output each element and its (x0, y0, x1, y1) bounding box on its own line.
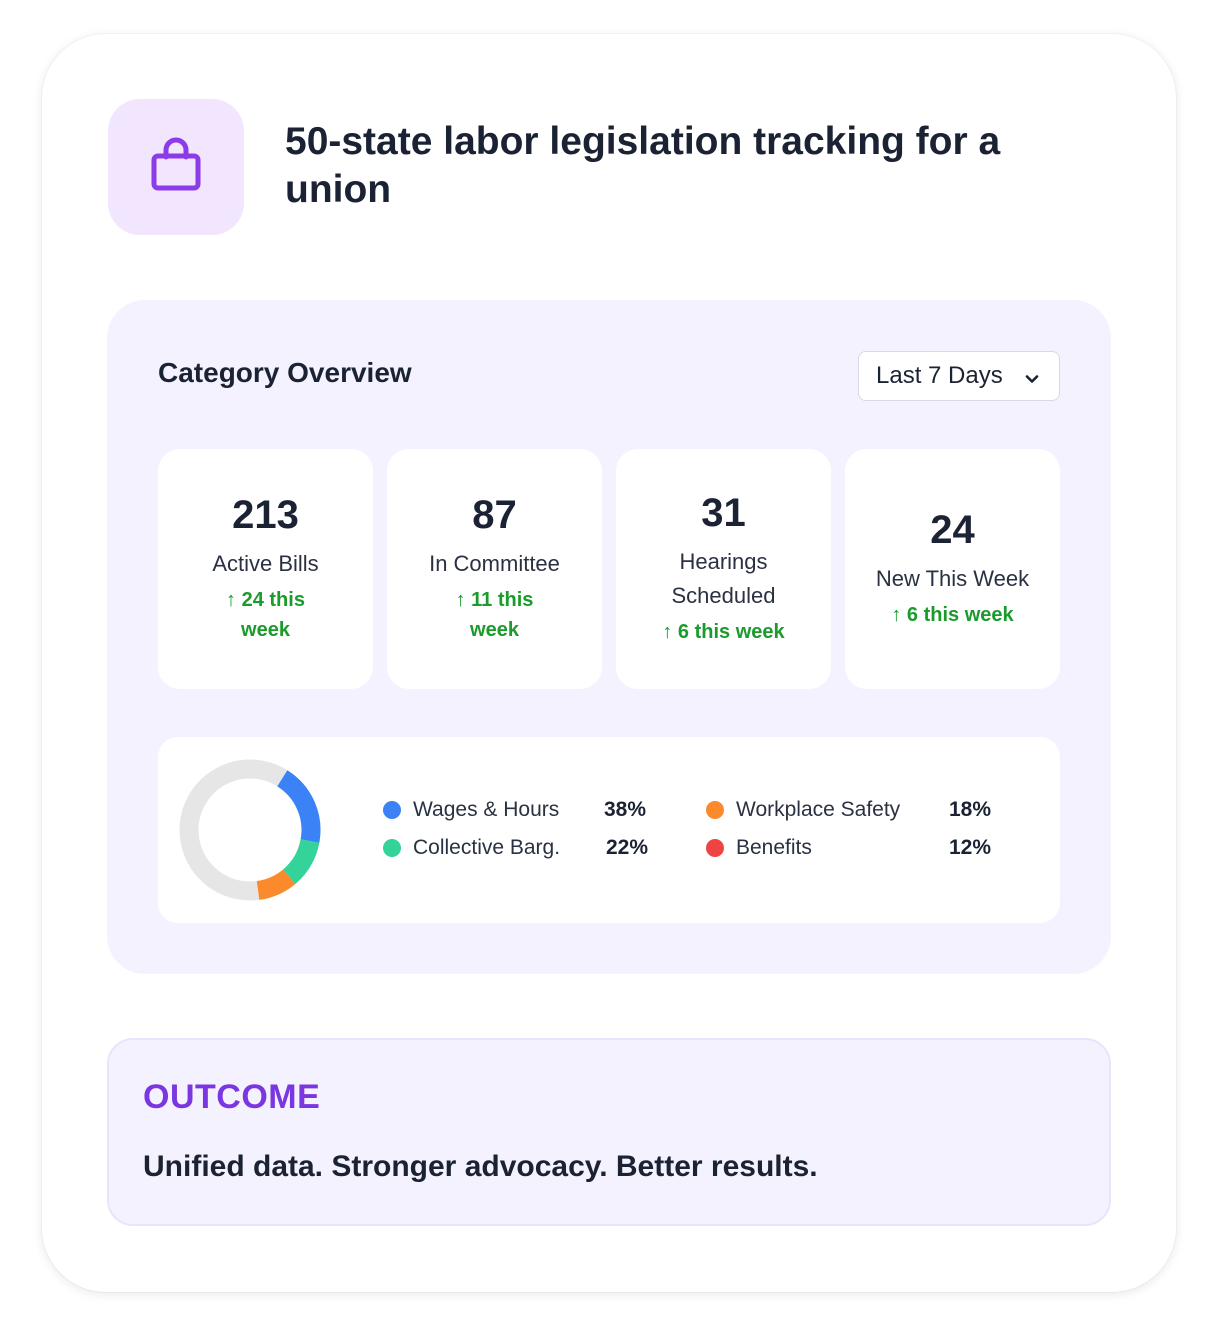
stat-value: 87 (472, 493, 517, 537)
legend-item-wages-hours: Wages & Hours (383, 795, 559, 825)
legend-dot (706, 801, 724, 819)
date-range-select[interactable]: Last 7 Days (858, 351, 1060, 401)
stat-change: ↑ 6 this week (888, 600, 1018, 630)
outcome-text: Unified data. Stronger advocacy. Better … (143, 1150, 818, 1183)
legend-item-benefits: Benefits (706, 833, 812, 863)
shopping-bag-icon (150, 137, 202, 198)
case-study-card: 50-state labor legislation tracking for … (42, 34, 1176, 1292)
legend-label: Workplace Safety (736, 798, 901, 821)
donut-segment-collective-barg (282, 838, 320, 885)
legend-percent: 12% (949, 836, 992, 859)
stat-change: ↑ 24 this week (201, 585, 331, 645)
stat-label: New This Week (875, 566, 1030, 591)
panel-title: Category Overview (158, 357, 412, 388)
legend-percent: 38% (604, 798, 647, 821)
legend-item-collective-barg: Collective Barg. (383, 833, 560, 863)
stat-label: Active Bills (212, 551, 319, 576)
stat-card-in-committee: 87 In Committee ↑ 11 this week (387, 449, 602, 689)
donut-segment-workplace-safety (256, 869, 296, 900)
legend-label: Benefits (736, 836, 812, 859)
stat-change-text: 24 this week (241, 589, 305, 641)
page-title: 50-state labor legislation tracking for … (285, 120, 1001, 211)
stat-value: 31 (701, 491, 746, 535)
stat-change-text: 11 this week (470, 589, 534, 641)
stat-card-hearings-scheduled: 31 Hearings Scheduled ↑ 6 this week (616, 449, 831, 689)
arrow-up-icon: ↑ (455, 589, 472, 611)
stat-change: ↑ 11 this week (430, 585, 560, 645)
arrow-up-icon: ↑ (226, 589, 242, 611)
donut-chart (179, 759, 321, 901)
stat-value: 24 (930, 508, 975, 552)
category-chart-card: Wages & Hours 38% Collective Barg. 22% W… (158, 737, 1060, 923)
legend-label: Collective Barg. (413, 836, 561, 859)
legend-label: Wages & Hours (413, 798, 560, 821)
arrow-up-icon: ↑ (891, 604, 907, 626)
stat-card-new-this-week: 24 New This Week ↑ 6 this week (845, 449, 1060, 689)
stat-change-text: 6 this week (677, 621, 785, 643)
stat-value: 213 (232, 493, 299, 537)
stat-label: Hearings Scheduled (671, 549, 776, 608)
stat-card-active-bills: 213 Active Bills ↑ 24 this week (158, 449, 373, 689)
legend-dot (383, 839, 401, 857)
legend-dot (706, 839, 724, 857)
legend-item-workplace-safety: Workplace Safety (706, 795, 900, 825)
legend-percent: 22% (606, 836, 649, 859)
icon-tile (108, 99, 244, 235)
stat-label: In Committee (429, 551, 560, 576)
legend-percent: 18% (949, 798, 992, 821)
category-overview-panel: Category Overview Last 7 Days 213 Active… (107, 300, 1111, 974)
date-range-value: Last 7 Days (876, 362, 1003, 389)
chevron-down-icon (1023, 367, 1041, 395)
donut-segment-wages-hours (276, 770, 321, 843)
outcome-panel: OUTCOME Unified data. Stronger advocacy.… (107, 1038, 1111, 1226)
outcome-label: OUTCOME (143, 1078, 321, 1116)
stat-change: ↑ 6 this week (659, 617, 789, 647)
arrow-up-icon: ↑ (662, 621, 678, 643)
legend-dot (383, 801, 401, 819)
stat-change-text: 6 this week (906, 604, 1014, 626)
